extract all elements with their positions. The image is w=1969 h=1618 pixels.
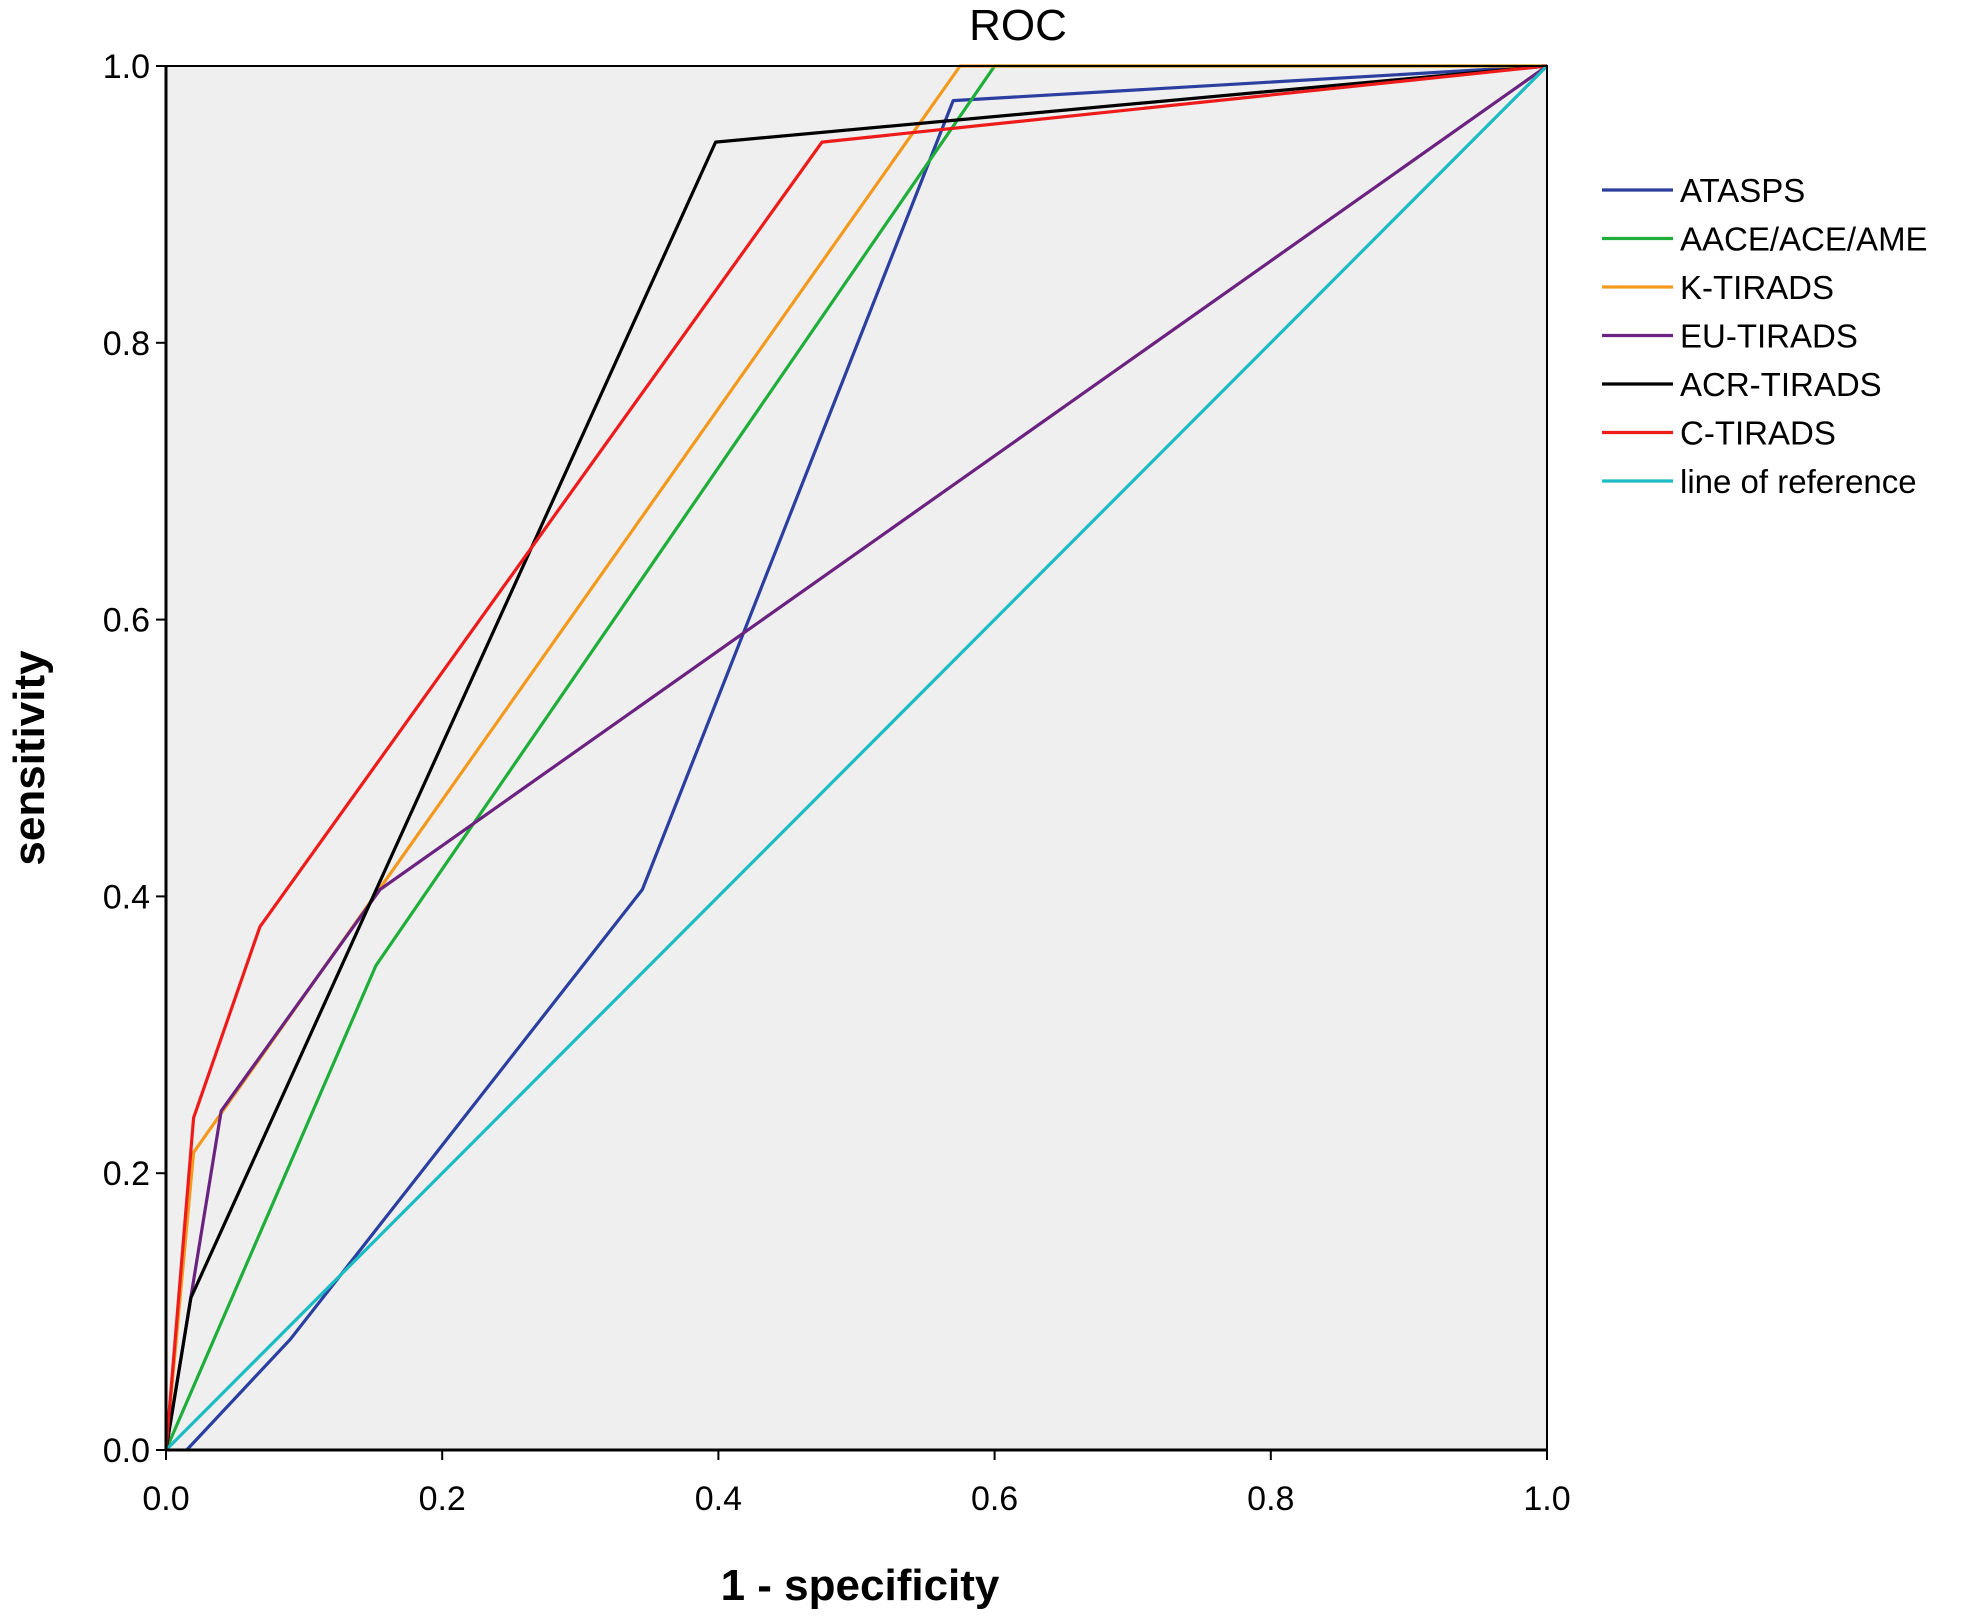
series-layer bbox=[164, 64, 1549, 1452]
x-tick-label: 0.2 bbox=[419, 1480, 466, 1518]
series-line-line-of-reference bbox=[164, 64, 1549, 1452]
series-line-c-tirads bbox=[164, 64, 1548, 1451]
chart-title: ROC bbox=[969, 1, 1067, 50]
legend-label-acr-tirads: ACR-TIRADS bbox=[1680, 366, 1882, 403]
series-line-atasps bbox=[185, 64, 1548, 1452]
x-tick-label: 0.0 bbox=[142, 1480, 189, 1518]
series-line-acr-tirads bbox=[164, 64, 1548, 1451]
axis-layer: 0.0 0.2 0.4 0.6 0.8 1.0 0.0 0.2 0.4 0.6 0.8 1.0 bbox=[103, 48, 1571, 1518]
legend-label-k-tirads: K-TIRADS bbox=[1680, 269, 1834, 306]
y-tick-label: 0.8 bbox=[103, 325, 150, 363]
y-tick-label: 0.2 bbox=[103, 1155, 150, 1193]
y-tick-label: 1.0 bbox=[103, 48, 150, 86]
x-tick-label: 1.0 bbox=[1523, 1480, 1570, 1518]
series-line-eu-tirads bbox=[164, 64, 1548, 1451]
y-axis-title: sensitivity bbox=[5, 650, 54, 866]
legend: ATASPS AACE/ACE/AME K-TIRADS EU-TIRADS ACR-T… bbox=[1602, 172, 1928, 500]
legend-label-atasps: ATASPS bbox=[1680, 172, 1805, 209]
legend-label-eu-tirads: EU-TIRADS bbox=[1680, 318, 1858, 355]
y-tick-label: 0.0 bbox=[103, 1432, 150, 1470]
y-tick-label: 0.4 bbox=[103, 878, 150, 916]
x-tick-label: 0.4 bbox=[695, 1480, 742, 1518]
x-axis-title: 1 - specificity bbox=[721, 1561, 1000, 1610]
x-tick-label: 0.6 bbox=[971, 1480, 1018, 1518]
legend-label-aace-ace-ame: AACE/ACE/AME bbox=[1680, 221, 1928, 258]
x-tick-label: 0.8 bbox=[1247, 1480, 1294, 1518]
legend-label-c-tirads: C-TIRADS bbox=[1680, 415, 1836, 452]
legend-label-line-of-reference: line of reference bbox=[1680, 463, 1917, 500]
y-tick-label: 0.6 bbox=[103, 602, 150, 640]
